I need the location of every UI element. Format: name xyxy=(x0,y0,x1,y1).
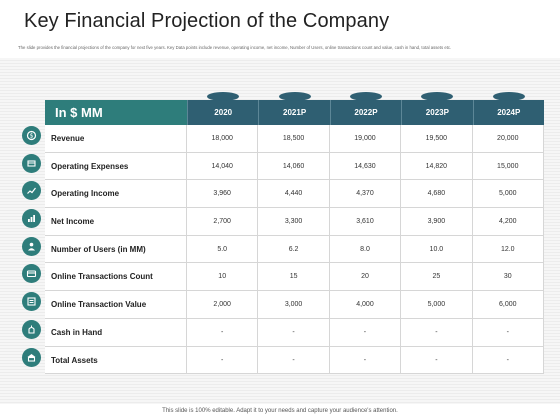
footer-note: This slide is 100% editable. Adapt it to… xyxy=(162,408,398,414)
table-cell: - xyxy=(330,346,402,374)
column-header-2020: 2020 xyxy=(187,92,259,125)
table-cell: - xyxy=(473,318,544,346)
table-row: Online Transaction Value 2,000 3,000 4,0… xyxy=(45,291,544,319)
table-cell: 10.0 xyxy=(401,235,473,263)
column-header-2021p: 2021P xyxy=(258,92,330,125)
row-label: Operating Income xyxy=(45,180,187,208)
table-row: Operating Expenses 14,040 14,060 14,630 … xyxy=(45,152,544,181)
table-cell: - xyxy=(401,318,473,346)
revenue-icon: $ xyxy=(22,126,41,145)
table-cell: 20 xyxy=(330,263,402,291)
table-cell: - xyxy=(187,346,259,374)
row-label: Total Assets xyxy=(45,346,187,374)
table-cell: 14,040 xyxy=(187,152,259,180)
table-row: Total Assets - - - - - xyxy=(45,346,544,375)
table-cell: - xyxy=(258,346,330,374)
table-cell: 4,370 xyxy=(330,180,402,208)
table-cell: 2,700 xyxy=(187,208,259,235)
table-cell: 3,000 xyxy=(258,291,330,318)
table-cell: - xyxy=(473,346,544,374)
row-label: Online Transaction Value xyxy=(45,291,187,318)
row-label: Online Transactions Count xyxy=(45,263,187,291)
table-cell: 30 xyxy=(473,263,544,291)
table-cell: 3,610 xyxy=(330,208,402,235)
table-cell: 8.0 xyxy=(330,235,402,263)
column-header-2022p: 2022P xyxy=(329,92,402,125)
table-cell: 4,440 xyxy=(258,180,330,208)
table-cell: - xyxy=(258,318,330,346)
table-cell: 6.2 xyxy=(258,235,330,263)
table-row: Online Transactions Count 10 15 20 25 30 xyxy=(45,263,544,292)
row-label: Revenue xyxy=(45,125,187,152)
row-label: Cash in Hand xyxy=(45,318,187,346)
financial-table: In $ MM 2020 2021P 2022P 2023P 2024P Rev… xyxy=(45,92,544,375)
table-header: In $ MM 2020 2021P 2022P 2023P 2024P xyxy=(45,92,544,125)
corner-label: In $ MM xyxy=(45,100,187,125)
table-cell: 18,500 xyxy=(258,125,330,152)
table-cell: 10 xyxy=(187,263,259,291)
table-row: Cash in Hand - - - - - xyxy=(45,318,544,347)
header-tab xyxy=(207,92,240,101)
expenses-icon xyxy=(22,153,41,173)
table-cell: 6,000 xyxy=(473,291,544,318)
page-title: Key Financial Projection of the Company xyxy=(24,10,390,32)
table-cell: 2,000 xyxy=(187,291,259,318)
table-cell: 4,200 xyxy=(473,208,544,235)
transaction-value-icon xyxy=(22,292,41,312)
row-label: Operating Expenses xyxy=(45,152,187,180)
column-header-2023p: 2023P xyxy=(401,92,473,125)
table-row: Number of Users (in MM) 5.0 6.2 8.0 10.0… xyxy=(45,235,544,264)
row-label: Net Income xyxy=(45,208,187,235)
column-header-2024p: 2024P xyxy=(472,92,544,125)
header-tab xyxy=(349,92,382,101)
table-row: Revenue 18,000 18,500 19,000 19,500 20,0… xyxy=(45,125,544,153)
table-cell: 19,500 xyxy=(401,125,473,152)
table-cell: 12.0 xyxy=(473,235,544,263)
income-icon xyxy=(22,181,41,201)
table-row: Net Income 2,700 3,300 3,610 3,900 4,200 xyxy=(45,208,544,236)
table-cell: 3,900 xyxy=(401,208,473,235)
header-tab xyxy=(421,92,454,101)
table-cell: 14,820 xyxy=(401,152,473,180)
table-row: Operating Income 3,960 4,440 4,370 4,680… xyxy=(45,180,544,209)
transactions-icon xyxy=(22,264,41,284)
header-tab xyxy=(492,92,525,101)
table-cell: 4,000 xyxy=(330,291,402,318)
table-cell: 5.0 xyxy=(187,235,259,263)
table-cell: - xyxy=(187,318,259,346)
table-cell: 14,630 xyxy=(330,152,402,180)
row-icons: $ xyxy=(22,126,44,375)
table-cell: 19,000 xyxy=(330,125,402,152)
table-cell: 5,000 xyxy=(473,180,544,208)
header-tab xyxy=(278,92,311,101)
table-cell: 15 xyxy=(258,263,330,291)
cash-icon xyxy=(22,319,41,339)
svg-text:$: $ xyxy=(30,133,34,140)
table-cell: 18,000 xyxy=(187,125,259,152)
net-income-icon xyxy=(22,209,41,229)
table-cell: 14,060 xyxy=(258,152,330,180)
table-cell: 20,000 xyxy=(473,125,544,152)
table-cell: 3,960 xyxy=(187,180,259,208)
assets-icon xyxy=(22,347,41,367)
table-cell: 5,000 xyxy=(401,291,473,318)
row-label: Number of Users (in MM) xyxy=(45,235,187,263)
table-cell: 15,000 xyxy=(473,152,544,180)
table-cell: 4,680 xyxy=(401,180,473,208)
users-icon xyxy=(22,236,41,256)
table-cell: - xyxy=(401,346,473,374)
table-cell: 3,300 xyxy=(258,208,330,235)
table-cell: - xyxy=(330,318,402,346)
page-subtitle: The slide provides the financial project… xyxy=(18,45,452,50)
table-cell: 25 xyxy=(401,263,473,291)
